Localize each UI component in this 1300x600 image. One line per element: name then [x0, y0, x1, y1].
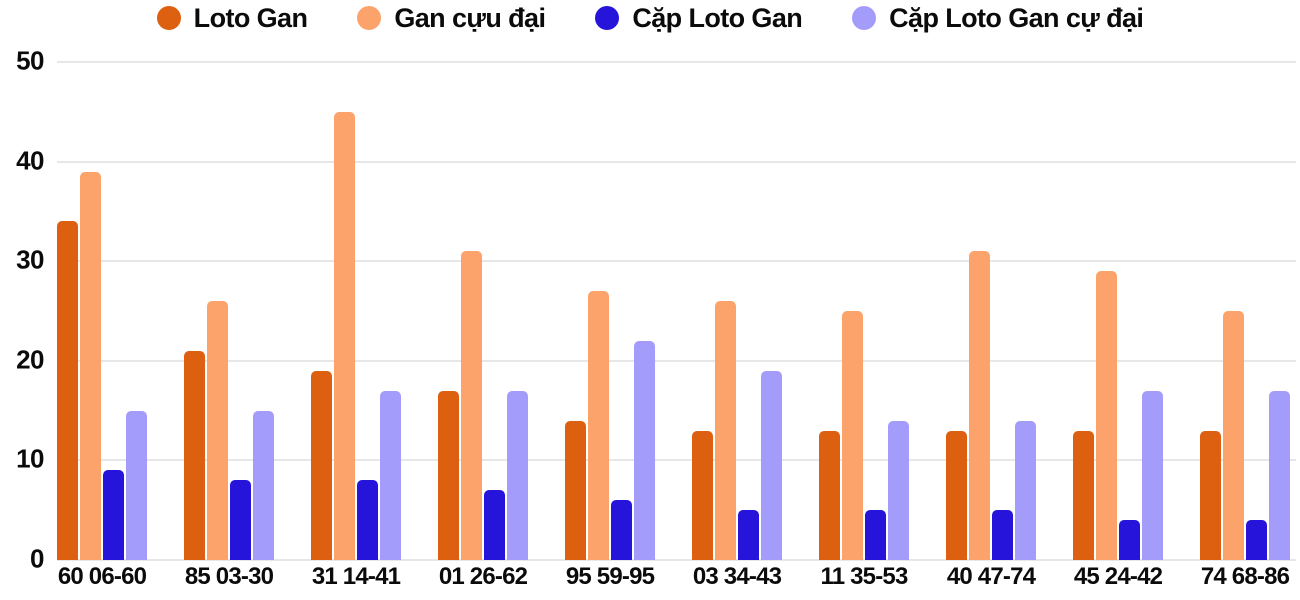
bar-series-3-40-47-74 [1015, 420, 1036, 560]
bar-series-2-45-24-42 [1119, 520, 1140, 560]
y-tick-label-50: 50 [16, 45, 44, 76]
bar-series-3-01-26-62 [507, 390, 528, 560]
bar-series-2-60-06-60 [103, 470, 124, 560]
x-tick-label-03-34-43: 03 34-43 [692, 563, 782, 590]
bar-series-3-31-14-41 [380, 390, 401, 560]
x-tick-label-40-47-74: 40 47-74 [946, 563, 1036, 590]
legend-item-series-1: Gan cựu đại [357, 2, 546, 34]
legend-label: Gan cựu đại [394, 2, 546, 33]
y-tick-label-20: 20 [16, 344, 44, 375]
gridline-20 [57, 359, 1296, 362]
bar-series-0-03-34-43 [692, 430, 713, 560]
bar-series-2-01-26-62 [484, 490, 505, 560]
bar-series-3-95-59-95 [634, 340, 655, 560]
bar-series-1-31-14-41 [334, 111, 355, 560]
legend-label: Loto Gan [193, 2, 308, 33]
bar-series-1-40-47-74 [969, 251, 990, 560]
x-tick-label-01-26-62: 01 26-62 [438, 563, 528, 590]
bar-series-0-74-68-86 [1200, 430, 1221, 560]
y-tick-label-30: 30 [16, 244, 44, 275]
legend-item-series-0: Loto Gan [156, 2, 308, 34]
gridline-30 [57, 260, 1296, 263]
bar-series-1-03-34-43 [715, 301, 736, 560]
bar-series-0-31-14-41 [311, 370, 332, 560]
bar-series-0-95-59-95 [565, 420, 586, 560]
bar-series-0-85-03-30 [184, 350, 205, 560]
bar-series-0-11-35-53 [819, 430, 840, 560]
bar-series-1-85-03-30 [207, 301, 228, 560]
bar-series-3-45-24-42 [1142, 390, 1163, 560]
bar-series-3-60-06-60 [126, 410, 147, 560]
bar-series-0-01-26-62 [438, 390, 459, 560]
gridline-40 [57, 160, 1296, 163]
y-tick-label-0: 0 [30, 543, 44, 574]
legend-circle-icon [595, 6, 620, 30]
y-tick-label-40: 40 [16, 144, 44, 175]
bar-series-3-74-68-86 [1269, 390, 1290, 560]
bar-series-0-40-47-74 [946, 430, 967, 560]
legend-item-series-2: Cặp Loto Gan [595, 2, 803, 34]
y-tick-label-10: 10 [16, 443, 44, 474]
x-tick-label-60-06-60: 60 06-60 [57, 563, 147, 590]
legend-circle-icon [357, 6, 382, 30]
bar-series-2-31-14-41 [357, 480, 378, 560]
bar-series-0-60-06-60 [57, 221, 78, 560]
bar-series-0-45-24-42 [1073, 430, 1094, 560]
bar-series-2-11-35-53 [865, 510, 886, 560]
x-tick-label-95-59-95: 95 59-95 [565, 563, 655, 590]
x-tick-label-11-35-53: 11 35-53 [820, 563, 908, 590]
bar-series-3-03-34-43 [761, 370, 782, 560]
legend-label: Cặp Loto Gan [632, 2, 803, 33]
chart-legend: Loto Gan Gan cựu đại Cặp Loto Gan Cặp Loto … [0, 1, 1300, 35]
bar-series-2-40-47-74 [992, 510, 1013, 560]
bar-series-1-11-35-53 [842, 311, 863, 560]
bar-series-1-95-59-95 [588, 291, 609, 560]
bar-series-1-45-24-42 [1096, 271, 1117, 560]
bar-series-3-11-35-53 [888, 420, 909, 560]
bar-series-2-03-34-43 [738, 510, 759, 560]
x-tick-label-31-14-41: 31 14-41 [311, 563, 401, 590]
gridline-0 [57, 559, 1296, 561]
bar-series-2-74-68-86 [1246, 520, 1267, 560]
x-tick-label-85-03-30: 85 03-30 [184, 563, 274, 590]
bar-series-2-85-03-30 [230, 480, 251, 560]
x-tick-label-45-24-42: 45 24-42 [1073, 563, 1163, 590]
gridline-50 [57, 61, 1296, 63]
bar-series-1-74-68-86 [1223, 311, 1244, 560]
legend-label: Cặp Loto Gan cự đại [889, 2, 1144, 33]
bar-series-2-95-59-95 [611, 500, 632, 560]
bar-series-1-01-26-62 [461, 251, 482, 560]
bar-series-3-85-03-30 [253, 410, 274, 560]
legend-circle-icon [156, 6, 181, 30]
legend-circle-icon [852, 6, 877, 30]
legend-item-series-3: Cặp Loto Gan cự đại [852, 2, 1144, 34]
gridline-10 [57, 459, 1296, 462]
bar-series-1-60-06-60 [80, 171, 101, 560]
x-tick-label-74-68-86: 74 68-86 [1200, 563, 1290, 590]
